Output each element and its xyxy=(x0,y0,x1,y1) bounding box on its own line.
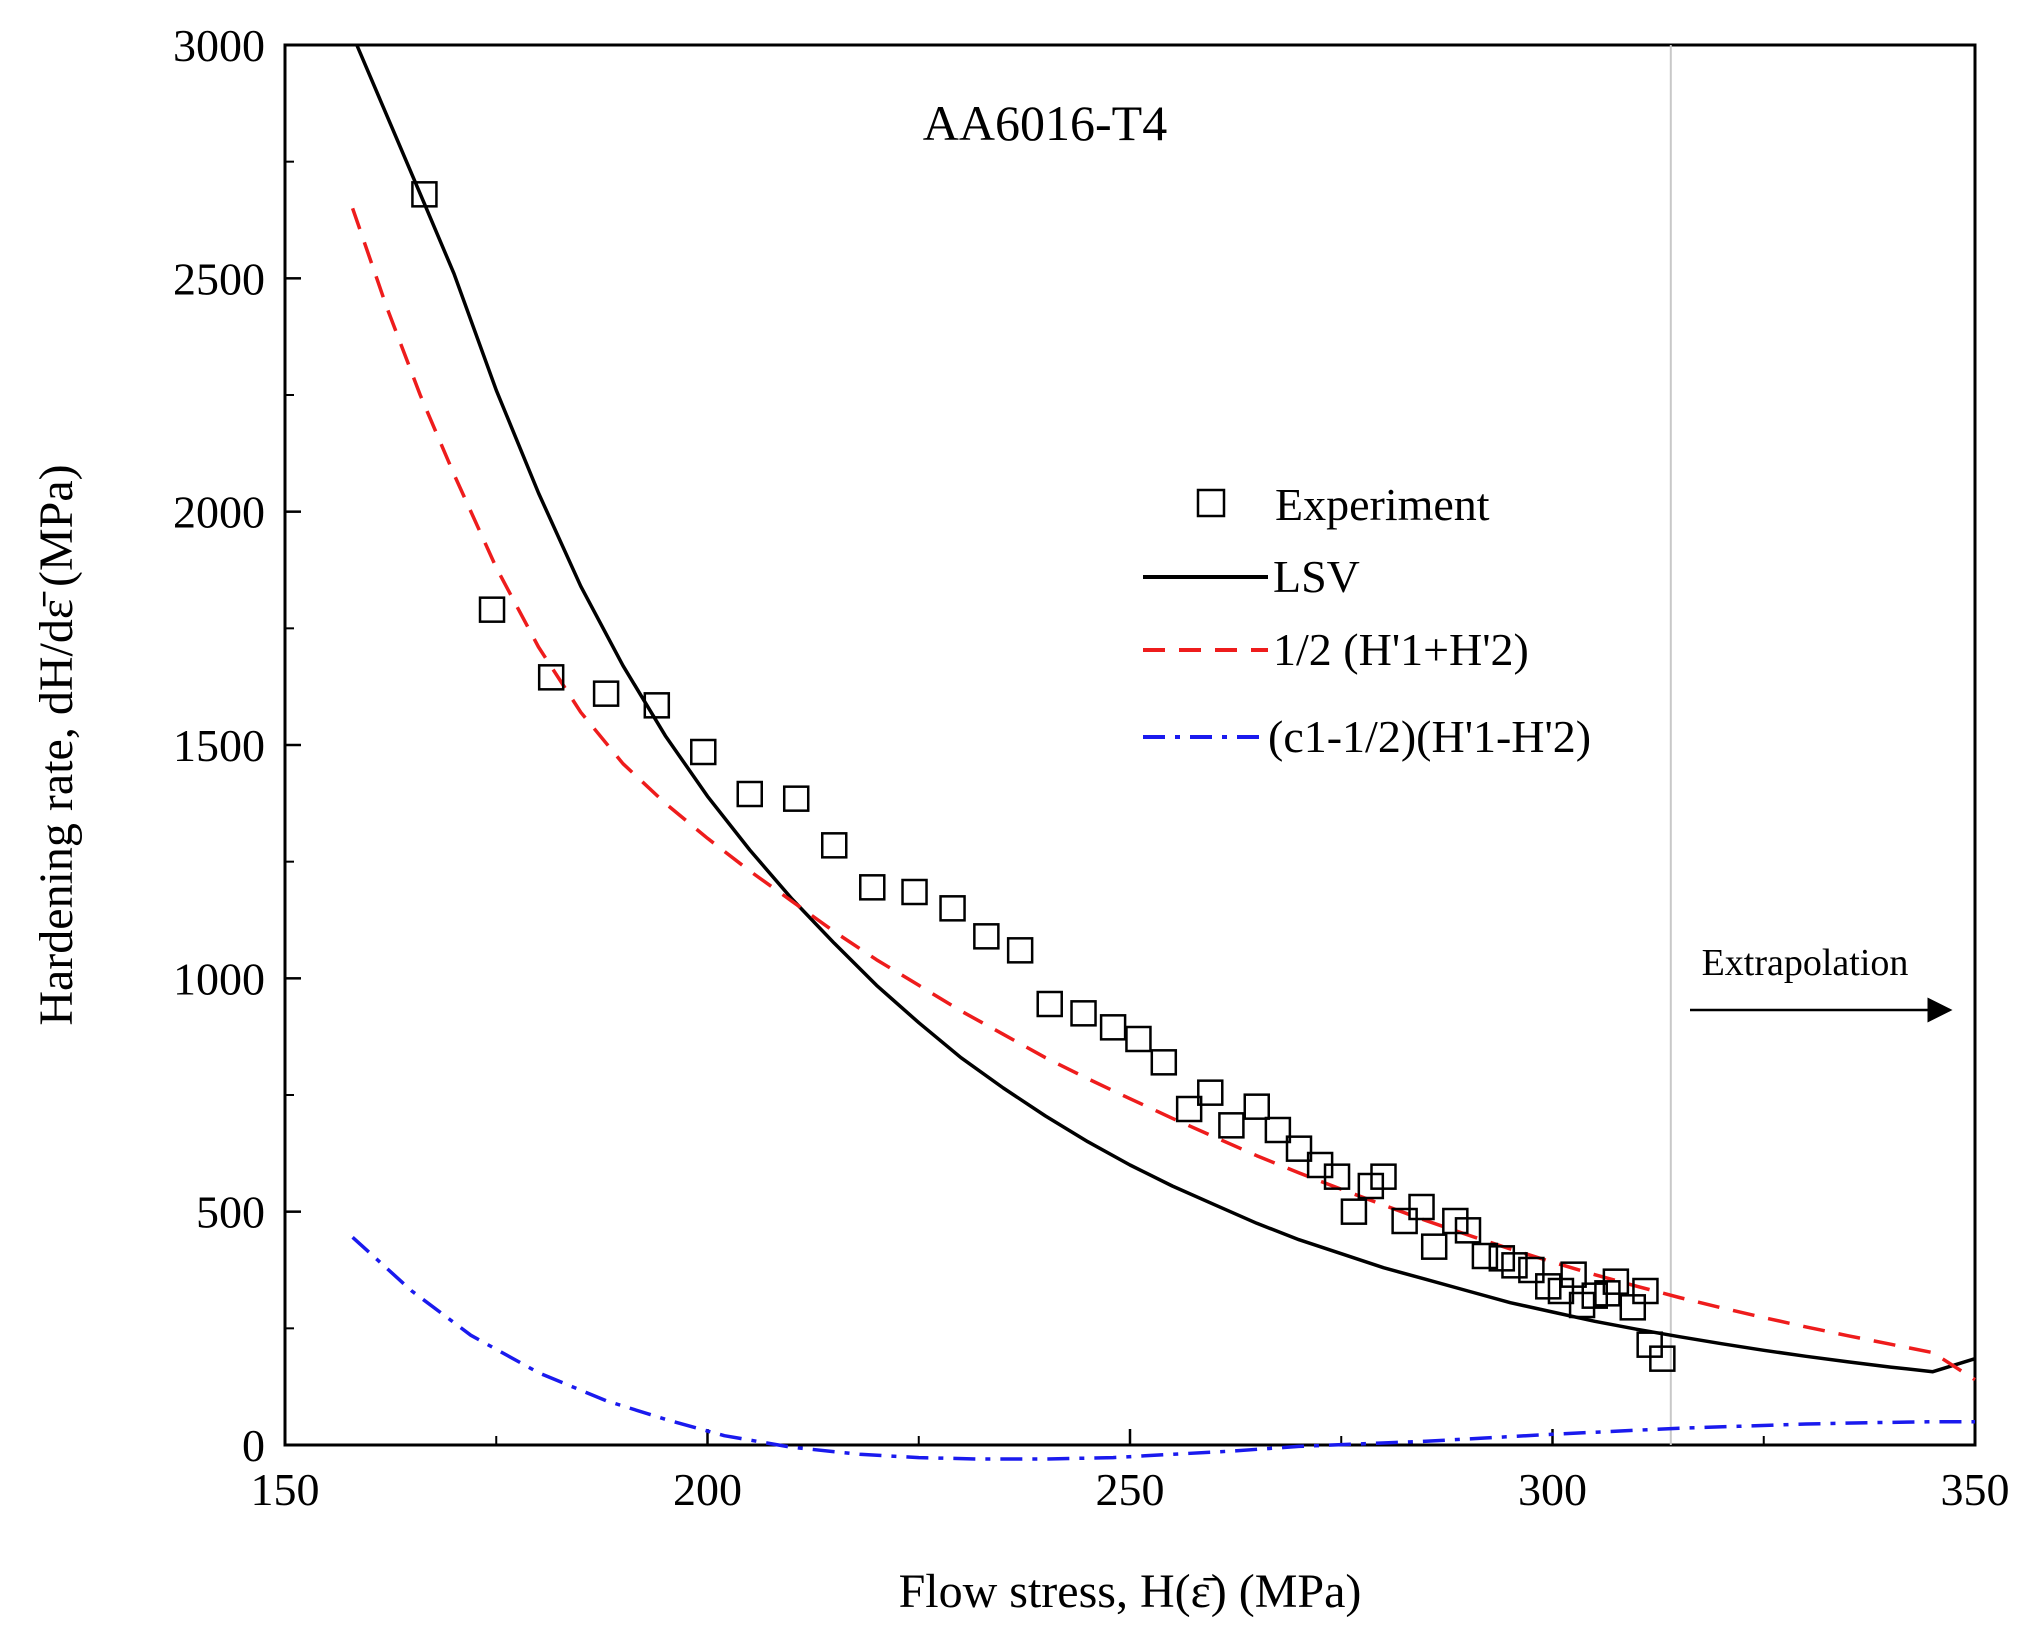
legend-average-text: 1/2 (H'1+H'2) xyxy=(1273,624,1529,675)
series-line-1 xyxy=(355,44,1976,1374)
experiment-point xyxy=(537,664,565,691)
experiment-point xyxy=(1243,1093,1270,1120)
legend-label-lsv: LSV xyxy=(1273,551,1360,602)
y-tick-label-1000: 1000 xyxy=(173,953,265,1004)
experiment-point xyxy=(1420,1233,1448,1260)
legend-item-difference: (c1-1/2)(H'1-H'2) xyxy=(1143,711,1591,762)
experiment-point xyxy=(1006,937,1034,964)
y-axis-ticks: 0 500 1000 1500 2000 2500 3000 xyxy=(173,20,301,1471)
extrapolation-label: Extrapolation xyxy=(1702,942,1909,984)
x-tick-label-200: 200 xyxy=(673,1464,742,1515)
experiment-point xyxy=(1454,1217,1482,1244)
legend-square-marker xyxy=(1196,488,1226,518)
legend-label-difference: (c1-1/2)(H'1-H'2) xyxy=(1268,711,1591,762)
legend-label-average: 1/2 (H'1+H'2) xyxy=(1273,624,1529,675)
experiment-point xyxy=(643,692,671,719)
legend-item-lsv: LSV xyxy=(1143,551,1360,602)
experiment-point xyxy=(1602,1268,1630,1295)
legend-label-experiment: Experiment xyxy=(1275,479,1490,530)
x-tick-label-300: 300 xyxy=(1518,1464,1587,1515)
y-tick-label-2000: 2000 xyxy=(173,487,265,538)
experiment-point xyxy=(1099,1014,1127,1041)
experiment-markers xyxy=(411,181,1676,1372)
experiment-point xyxy=(592,680,620,707)
experiment-point xyxy=(821,832,848,859)
y-tick-label-1500: 1500 xyxy=(173,720,265,771)
experiment-point xyxy=(1408,1193,1435,1221)
experiment-point xyxy=(939,895,966,922)
experiment-point xyxy=(1264,1116,1292,1144)
experiment-point xyxy=(859,874,886,901)
experiment-point xyxy=(690,738,717,766)
experiment-point xyxy=(1391,1207,1418,1235)
x-axis-ticks: 150 200 250 300 350 xyxy=(251,1429,2010,1515)
experiment-point xyxy=(1501,1252,1528,1279)
experiment-point xyxy=(1370,1163,1397,1190)
x-tick-label-150: 150 xyxy=(251,1464,320,1515)
experiment-point xyxy=(1323,1163,1351,1190)
x-axis-title: Flow stress, H(ε̄) (MPa) xyxy=(899,1565,1362,1618)
experiment-point xyxy=(901,878,928,906)
series-line-2 xyxy=(350,207,1976,1382)
experiment-point xyxy=(1036,990,1063,1018)
experiment-point xyxy=(1560,1261,1587,1288)
x-tick-label-350: 350 xyxy=(1941,1464,2010,1515)
legend-item-experiment: Experiment xyxy=(1196,479,1490,530)
y-tick-label-0: 0 xyxy=(242,1420,265,1471)
experiment-point xyxy=(1518,1256,1545,1284)
experiment-point xyxy=(1150,1049,1178,1076)
x-tick-label-250: 250 xyxy=(1096,1464,1165,1515)
experiment-point xyxy=(1125,1025,1152,1053)
experiment-point xyxy=(1175,1095,1203,1123)
experiment-point xyxy=(1197,1079,1224,1106)
experiment-point xyxy=(782,785,810,812)
plot-frame xyxy=(283,43,1977,1447)
legend-item-average: 1/2 (H'1+H'2) xyxy=(1143,624,1529,675)
experiment-point xyxy=(1285,1135,1313,1162)
y-tick-label-500: 500 xyxy=(196,1187,265,1238)
experiment-point xyxy=(478,596,506,623)
legend: Experiment LSV 1/2 (H'1+H'2) (c1-1/2)(H'… xyxy=(1143,479,1591,762)
chart-title: AA6016-T4 xyxy=(923,95,1167,151)
experiment-point xyxy=(973,923,1000,950)
experiment-point xyxy=(1471,1242,1499,1270)
legend-difference-text: (c1-1/2)(H'1-H'2) xyxy=(1268,711,1591,762)
experiment-point xyxy=(736,780,763,808)
series-line-3 xyxy=(351,1236,1975,1461)
series-lines xyxy=(350,44,1976,1461)
experiment-point xyxy=(411,181,438,208)
y-tick-label-3000: 3000 xyxy=(173,20,265,71)
experiment-point xyxy=(1070,1000,1097,1027)
experiment-point xyxy=(1632,1277,1659,1305)
experiment-point xyxy=(1340,1198,1368,1225)
y-tick-label-2500: 2500 xyxy=(173,253,265,304)
y-axis-title: Hardening rate, dH/dε̄ (MPa) xyxy=(30,464,83,1025)
experiment-point xyxy=(1218,1112,1245,1139)
experiment-point xyxy=(1649,1345,1676,1372)
